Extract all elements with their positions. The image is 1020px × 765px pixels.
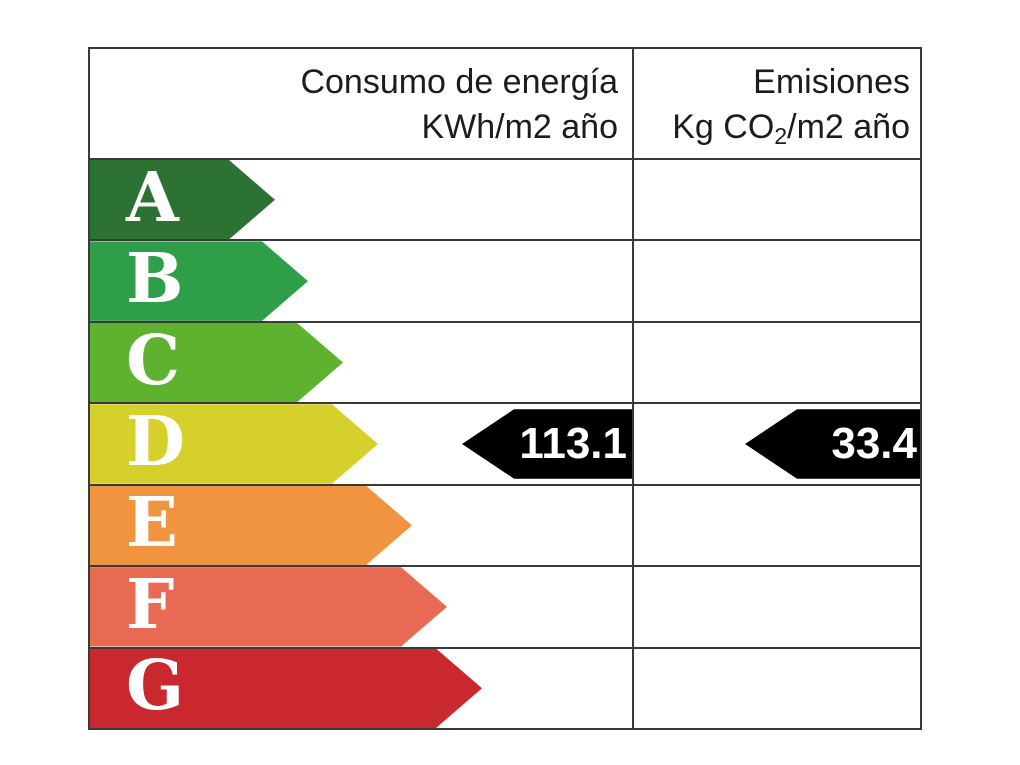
rating-letter-b: B — [126, 239, 184, 320]
rating-row-c: C — [90, 323, 920, 405]
rating-arrow-a: A — [90, 160, 275, 239]
rating-arrow-e: E — [90, 486, 412, 565]
rating-arrow-d: D — [90, 404, 378, 483]
rating-arrow-f: F — [90, 567, 447, 646]
rating-letter-c: C — [126, 320, 181, 401]
rating-letter-a: A — [126, 157, 179, 238]
rating-row-b: B — [90, 241, 920, 323]
emissions-value: 33.4 — [831, 418, 917, 468]
consumption-value-marker: 113.1 — [462, 409, 634, 479]
rating-row-f: F — [90, 567, 920, 649]
emissions-column-header: Emisiones Kg CO2/m2 año — [634, 49, 920, 158]
rating-letter-g: G — [126, 646, 185, 727]
consumption-value: 113.1 — [519, 418, 627, 468]
rating-row-g: G — [90, 649, 920, 728]
emissions-value-marker: 33.4 — [745, 409, 920, 479]
column-divider — [632, 49, 634, 728]
rating-letter-d: D — [126, 401, 185, 482]
rating-row-e: E — [90, 486, 920, 568]
rating-letter-e: E — [126, 483, 178, 564]
rating-letter-f: F — [126, 564, 175, 645]
emissions-header-line2: Kg CO2/m2 año — [672, 108, 910, 149]
table-header: Consumo de energía KWh/m2 año Emisiones … — [90, 49, 920, 160]
rating-row-a: A — [90, 160, 920, 242]
rating-rows: A B C D 113.1 3 — [90, 160, 920, 728]
rating-arrow-b: B — [90, 241, 308, 320]
emissions-header-line1: Emisiones — [753, 63, 910, 101]
rating-arrow-g: G — [90, 649, 482, 728]
consumption-column-header: Consumo de energía KWh/m2 año — [90, 49, 632, 158]
rating-row-d: D 113.1 33.4 — [90, 404, 920, 486]
rating-arrow-c: C — [90, 323, 343, 402]
co2-subscript: 2 — [774, 122, 788, 149]
consumption-header-line1: Consumo de energía — [300, 63, 618, 101]
rating-table: Consumo de energía KWh/m2 año Emisiones … — [88, 47, 922, 730]
consumption-header-line2: KWh/m2 año — [421, 108, 618, 146]
